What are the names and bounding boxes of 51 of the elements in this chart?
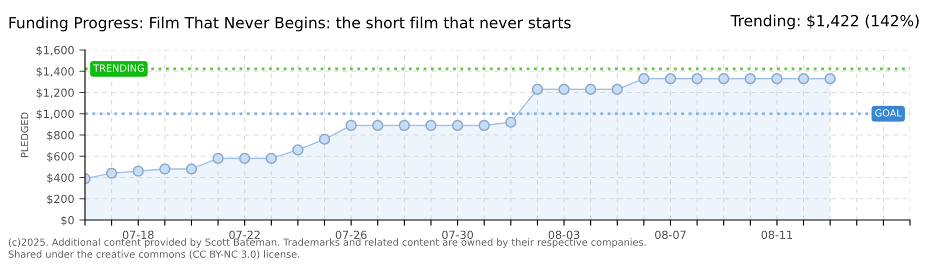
point xyxy=(372,120,384,131)
point xyxy=(318,134,330,145)
point xyxy=(505,116,516,128)
point xyxy=(159,163,170,175)
point xyxy=(612,84,623,95)
text: Shared under the creative commons (CC BY-NC 3.0) license. xyxy=(8,250,300,259)
x-tick-label: 07-26 xyxy=(336,230,367,240)
chart-subtitle: Trending: $1,422 (142%) xyxy=(730,14,919,30)
y-tick-label: $400 xyxy=(47,173,74,184)
y-tick-label: $1,400 xyxy=(36,67,74,78)
point xyxy=(824,73,836,84)
point xyxy=(212,152,224,164)
y-tick-label: $1,600 xyxy=(36,46,74,56)
point xyxy=(532,84,543,95)
point xyxy=(744,73,756,84)
y-tick-label: $800 xyxy=(47,130,74,141)
x-tick-label: 08-03 xyxy=(548,230,580,240)
point xyxy=(398,120,410,131)
point xyxy=(186,163,198,175)
point xyxy=(292,144,304,156)
point xyxy=(718,73,730,84)
y-tick-label: $1,200 xyxy=(36,88,74,98)
point xyxy=(425,120,437,131)
y-tick-label: $0 xyxy=(61,216,74,226)
point xyxy=(638,73,650,84)
ref-line-label: TRENDING xyxy=(93,64,144,72)
x-tick-label: 07-22 xyxy=(229,230,260,240)
point xyxy=(106,168,118,179)
point xyxy=(478,120,490,131)
ref-line-label: GOAL xyxy=(875,109,902,117)
text: (c)2025. Additional content provided by Scott Bateman. Trademarks and related content are owned by their respective companies. xyxy=(8,238,646,248)
y-tick-label: $600 xyxy=(47,152,74,162)
x-tick-label: 07-30 xyxy=(442,230,473,240)
point xyxy=(346,120,357,131)
point xyxy=(692,73,703,84)
x-tick-label: 07-18 xyxy=(122,230,154,240)
point xyxy=(664,73,676,84)
y-axis-title: PLEDGED xyxy=(20,112,28,158)
x-tick-label: 08-11 xyxy=(762,230,792,240)
point xyxy=(771,73,782,84)
point xyxy=(452,120,464,131)
y-tick-label: $1,000 xyxy=(36,110,74,120)
point xyxy=(798,73,810,84)
point xyxy=(132,166,144,177)
chart-title: Funding Progress: Film That Never Begins: the short film that never starts xyxy=(10,16,571,32)
point xyxy=(266,152,277,164)
x-tick-label: 08-07 xyxy=(655,230,686,240)
point xyxy=(585,84,596,95)
point xyxy=(239,152,250,164)
y-tick-label: $200 xyxy=(47,194,74,205)
point xyxy=(558,84,570,95)
